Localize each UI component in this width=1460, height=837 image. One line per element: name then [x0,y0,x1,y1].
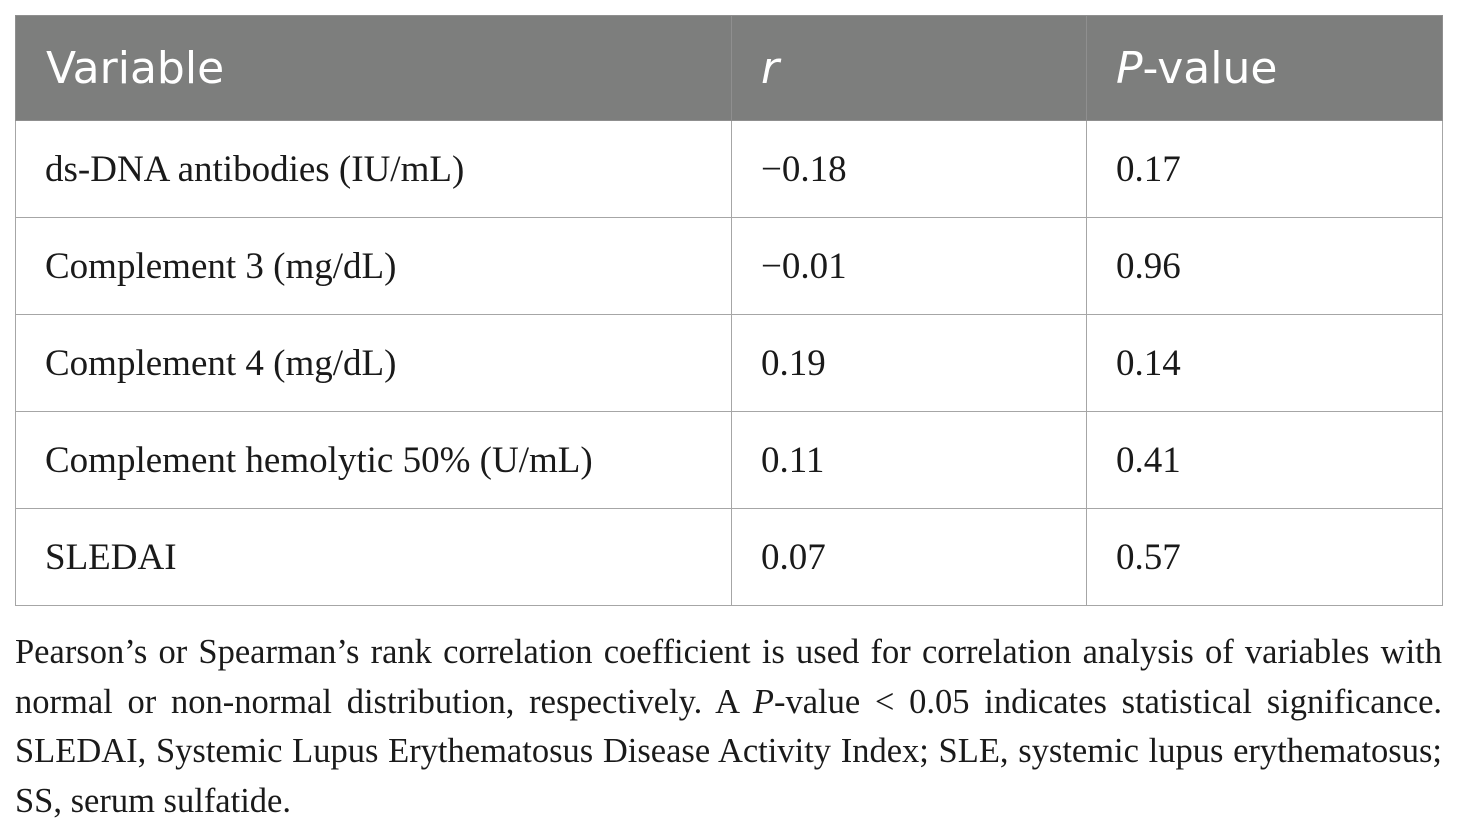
header-r-label: r [761,42,780,94]
cell-r: 0.11 [731,411,1087,509]
footnote-part-1: Pearson’s or Spearman’s rank correlation… [15,633,1442,721]
footnote-part-2: -value < 0.05 indicates statistical sign… [15,682,1443,820]
header-p-value: P-value [1086,15,1443,121]
cell-variable: Complement hemolytic 50% (U/mL) [15,411,732,509]
cell-variable: ds-DNA antibodies (IU/mL) [15,120,732,218]
header-row: Variable r P-value [15,15,1443,121]
correlation-table: Variable r P-value ds-DNA antibodies (IU… [15,15,1443,606]
header-variable: Variable [15,15,732,121]
footnote-p-letter: P [752,682,774,721]
table-row: Complement hemolytic 50% (U/mL) 0.11 0.4… [15,411,1443,509]
cell-variable: Complement 4 (mg/dL) [15,314,732,412]
correlation-table-container: Variable r P-value ds-DNA antibodies (IU… [15,15,1443,606]
table-header: Variable r P-value [15,15,1443,121]
cell-p-value: 0.14 [1086,314,1443,412]
header-r: r [731,15,1087,121]
header-p-letter: P [1116,42,1143,94]
header-p-suffix: -value [1142,42,1278,94]
table-body: ds-DNA antibodies (IU/mL) −0.18 0.17 Com… [15,120,1443,606]
table-row: SLEDAI 0.07 0.57 [15,508,1443,606]
cell-r: −0.01 [731,217,1087,315]
table-row: Complement 3 (mg/dL) −0.01 0.96 [15,217,1443,315]
table-row: ds-DNA antibodies (IU/mL) −0.18 0.17 [15,120,1443,218]
cell-r: 0.07 [731,508,1087,606]
cell-variable: Complement 3 (mg/dL) [15,217,732,315]
table-row: Complement 4 (mg/dL) 0.19 0.14 [15,314,1443,412]
cell-r: 0.19 [731,314,1087,412]
cell-p-value: 0.17 [1086,120,1443,218]
cell-variable: SLEDAI [15,508,732,606]
table-footnote: Pearson’s or Spearman’s rank correlation… [15,628,1442,826]
cell-p-value: 0.57 [1086,508,1443,606]
cell-p-value: 0.41 [1086,411,1443,509]
cell-p-value: 0.96 [1086,217,1443,315]
cell-r: −0.18 [731,120,1087,218]
